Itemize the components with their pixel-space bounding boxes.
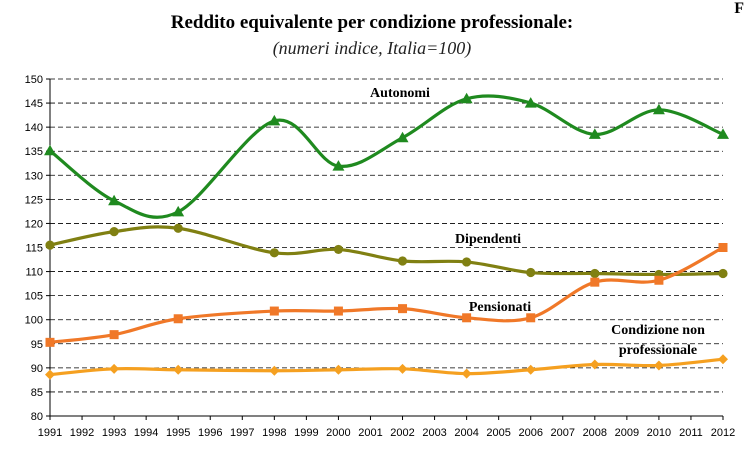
x-tick-label: 1992 <box>70 427 94 439</box>
data-point-condizione-non-professionale <box>461 368 472 379</box>
data-point-condizione-non-professionale <box>397 363 408 374</box>
x-tick-label: 2002 <box>390 427 414 439</box>
data-point-condizione-non-professionale <box>333 364 344 375</box>
data-point-condizione-non-professionale <box>718 354 728 365</box>
data-point-autonomi <box>172 205 185 217</box>
y-tick-label: 120 <box>25 218 43 230</box>
y-tick-label: 150 <box>25 74 43 86</box>
data-point-condizione-non-professionale <box>45 369 55 380</box>
x-tick-label: 2006 <box>518 427 542 439</box>
data-point-dipendenti <box>526 267 536 278</box>
data-point-pensionati <box>109 330 119 340</box>
y-tick-label: 100 <box>25 315 43 327</box>
x-tick-label: 1991 <box>38 427 62 439</box>
y-tick-label: 140 <box>25 122 43 134</box>
y-tick-label: 85 <box>31 387 43 399</box>
data-point-dipendenti <box>333 244 344 255</box>
y-tick-label: 95 <box>31 339 43 351</box>
x-tick-label: 2011 <box>679 427 703 439</box>
x-tick-label: 2000 <box>326 427 350 439</box>
series-label-pensionati: Pensionati <box>469 300 531 315</box>
series-line-autonomi <box>49 94 724 219</box>
x-tick-label: 1994 <box>134 427 158 439</box>
x-tick-label: 2010 <box>647 427 671 439</box>
data-point-pensionati <box>333 306 343 316</box>
axes: 80 85 90 95 100 105 110 115 120 125 130 135 140 145 15… <box>25 74 736 439</box>
series-labels: Autonomi Dipendenti Pensionati Condizione n… <box>370 86 705 358</box>
data-point-pensionati <box>398 304 408 314</box>
data-point-pensionati <box>269 306 279 316</box>
data-point-dipendenti <box>718 268 728 279</box>
chart-subtitle: (numeri indice, Italia=100) <box>272 38 472 58</box>
corner-letter: F <box>734 0 744 17</box>
y-tick-label: 90 <box>31 363 43 375</box>
y-tick-label: 145 <box>25 98 43 110</box>
data-point-autonomi <box>396 131 409 143</box>
series-line-dipendenti <box>49 225 724 277</box>
data-point-autonomi <box>460 92 473 104</box>
series-line-condizione-non-professionale <box>49 357 724 377</box>
data-point-pensionati <box>590 277 600 287</box>
y-tick-label: 115 <box>25 243 43 255</box>
y-tick-label: 80 <box>31 411 43 423</box>
data-point-condizione-non-professionale <box>109 363 120 374</box>
x-tick-label: 2008 <box>583 427 607 439</box>
y-tick-label: 130 <box>25 170 43 182</box>
data-point-dipendenti <box>109 227 119 237</box>
series-label-condizione-non-professionale: Condizione non <box>611 323 705 338</box>
data-point-condizione-non-professionale <box>653 360 664 371</box>
x-tick-label: 2001 <box>358 427 382 439</box>
y-tick-label: 105 <box>25 291 43 303</box>
series-label-condizione-non-professionale: professionale <box>619 343 697 358</box>
x-tick-label: 2005 <box>486 427 510 439</box>
data-point-autonomi <box>524 97 537 108</box>
data-point-condizione-non-professionale <box>589 359 600 370</box>
data-point-autonomi <box>268 114 281 126</box>
data-point-pensionati <box>462 313 472 323</box>
y-tick-label: 135 <box>25 146 43 158</box>
x-tick-label: 2009 <box>615 427 639 439</box>
x-tick-label: 1997 <box>230 427 254 439</box>
series-label-autonomi: Autonomi <box>370 86 430 101</box>
series-label-dipendenti: Dipendenti <box>455 232 521 247</box>
x-tick-label: 1996 <box>198 427 222 439</box>
chart-title: Reddito equivalente per condizione profe… <box>170 12 574 33</box>
x-tick-label: 2012 <box>711 427 735 439</box>
data-point-pensionati <box>654 275 664 285</box>
data-point-condizione-non-professionale <box>525 364 536 375</box>
data-point-autonomi <box>44 144 56 156</box>
data-point-dipendenti <box>590 268 600 279</box>
data-point-dipendenti <box>45 240 55 250</box>
x-tick-label: 1998 <box>262 427 286 439</box>
x-tick-label: 1995 <box>166 427 190 439</box>
data-point-pensionati <box>526 313 536 323</box>
y-tick-label: 125 <box>25 194 43 206</box>
y-tick-label: 110 <box>25 267 43 279</box>
data-point-pensionati <box>45 337 55 347</box>
x-tick-label: 2003 <box>422 427 446 439</box>
data-point-pensionati <box>173 314 183 324</box>
x-tick-label: 2007 <box>551 427 575 439</box>
data-point-autonomi <box>717 128 729 139</box>
data-point-dipendenti <box>462 257 472 267</box>
series-markers <box>44 92 729 380</box>
data-point-condizione-non-professionale <box>269 365 280 376</box>
data-point-dipendenti <box>173 223 183 233</box>
x-tick-label: 2004 <box>454 427 478 439</box>
data-point-condizione-non-professionale <box>173 364 184 375</box>
data-point-autonomi <box>332 160 345 171</box>
data-point-autonomi <box>108 194 121 206</box>
x-tick-label: 1993 <box>102 427 126 439</box>
data-point-dipendenti <box>269 248 279 258</box>
data-point-autonomi <box>652 103 665 115</box>
x-tick-label: 1999 <box>294 427 318 439</box>
data-point-pensionati <box>718 243 728 252</box>
data-point-autonomi <box>588 128 601 139</box>
data-point-dipendenti <box>397 256 408 266</box>
